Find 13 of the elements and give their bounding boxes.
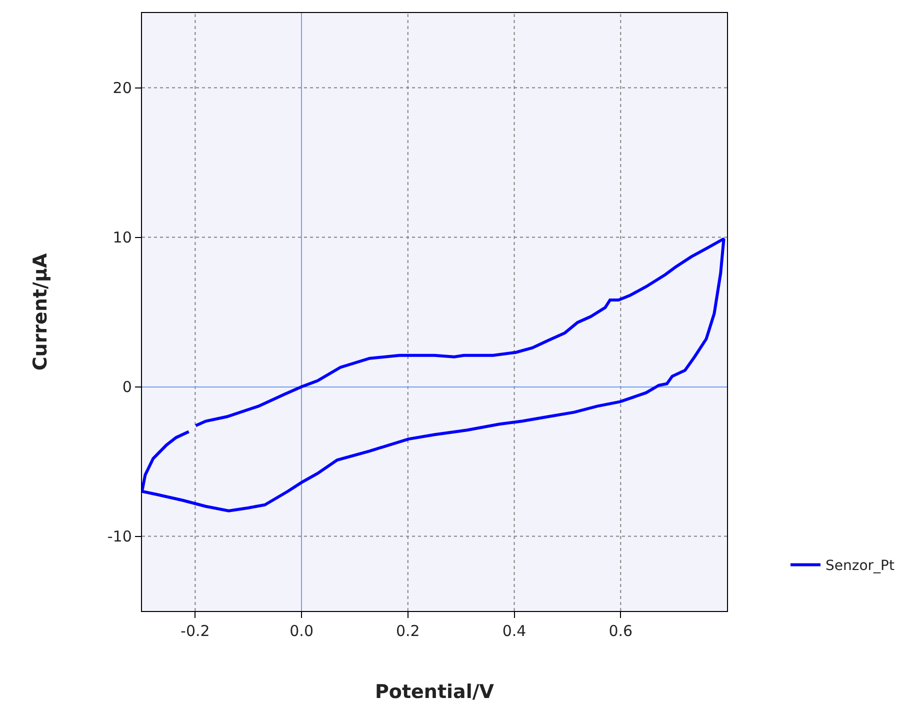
y-tick-label: 10 [112,228,132,246]
y-axis-title: Current/μA [29,253,52,371]
x-tick-label: -0.2 [180,622,210,640]
line-series [142,237,726,512]
x-tick-label: 0.2 [396,622,420,640]
x-tick-label: 0.6 [608,622,633,640]
x-tick-label: 0.0 [290,622,314,640]
y-tick-label: 20 [112,79,132,97]
x-tick-label: 0.4 [502,622,526,640]
y-tick-label: -10 [107,528,132,546]
x-axis-title: Potential/V [374,680,494,703]
legend-label: Senzor_Pt [826,558,895,574]
y-tick-label: 0 [122,378,132,396]
